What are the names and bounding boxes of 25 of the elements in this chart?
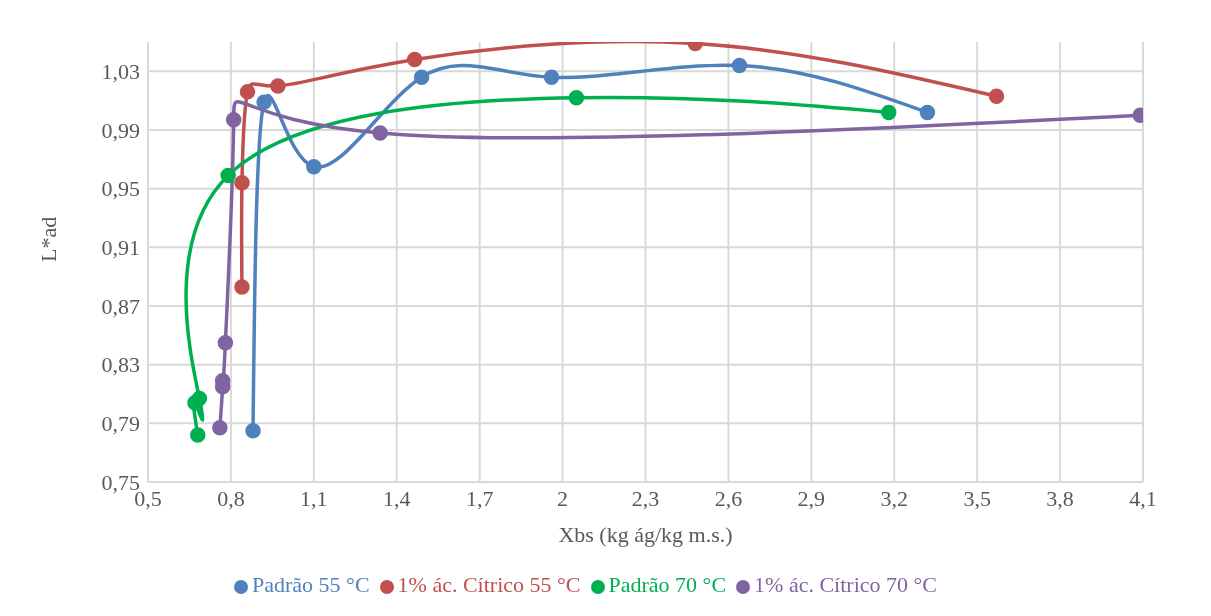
x-tick-label: 2,3 [631, 485, 660, 511]
x-tick-label: 3,8 [1046, 485, 1074, 511]
x-tick-label: 1,1 [300, 485, 328, 511]
x-tick-label: 1,7 [465, 485, 494, 511]
legend-label: Padrão 70 °C [608, 572, 727, 597]
x-tick-label: 0,8 [217, 485, 245, 511]
legend-label: Padrão 55 °C [252, 572, 370, 597]
x-tick-label: 3,2 [880, 485, 908, 511]
x-tick-label: 2,9 [797, 485, 826, 511]
y-tick-label: 0,95 [101, 176, 140, 202]
x-axis-title: Xbs (kg ág/kg m.s.) [558, 522, 733, 547]
y-tick-label: 0,99 [101, 117, 140, 143]
x-tick-label: 4,1 [1129, 485, 1157, 511]
x-tick-label: 2 [557, 485, 569, 511]
legend-label: 1% ác. Cítrico 70 °C [754, 572, 937, 597]
y-tick-label: 1,03 [101, 59, 140, 85]
y-tick-label: 0,83 [101, 352, 140, 378]
x-tick-label: 3,5 [963, 485, 991, 511]
y-axis-title: L*ad [35, 216, 61, 262]
legend-label: 1% ác. Cítrico 55 °C [397, 572, 581, 597]
x-tick-label: 1,4 [383, 485, 411, 511]
y-tick-label: 0,79 [101, 411, 140, 437]
y-tick-label: 0,87 [101, 293, 140, 319]
x-tick-label: 2,6 [714, 485, 743, 511]
y-tick-label: 0,91 [101, 235, 140, 261]
